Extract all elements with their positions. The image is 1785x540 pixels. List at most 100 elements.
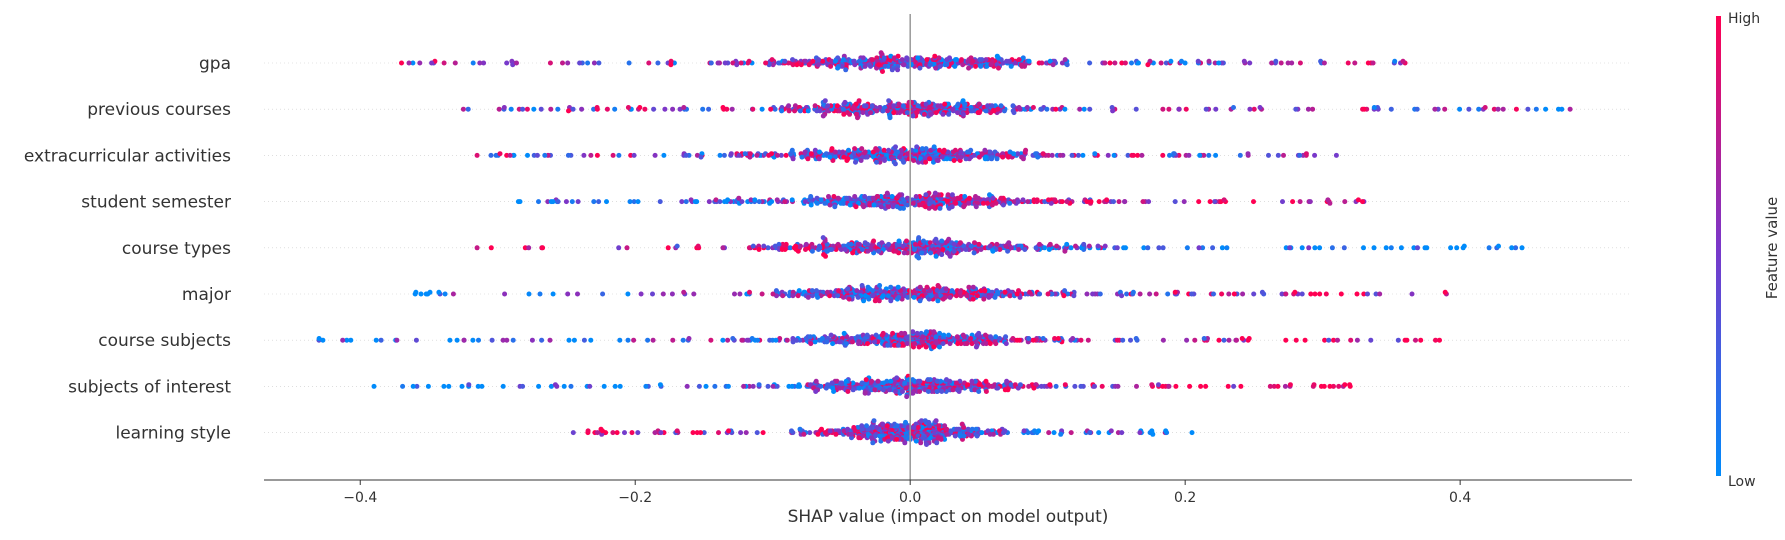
shap-point bbox=[960, 62, 966, 68]
shap-point bbox=[1007, 293, 1013, 299]
shap-point bbox=[734, 62, 740, 68]
shap-point bbox=[1361, 291, 1367, 297]
shap-point bbox=[575, 199, 581, 205]
shap-point bbox=[1327, 383, 1333, 389]
shap-point bbox=[937, 344, 942, 350]
shap-point bbox=[410, 60, 416, 66]
shap-point bbox=[906, 156, 912, 162]
shap-point bbox=[1206, 152, 1212, 158]
shap-point bbox=[944, 62, 950, 68]
shap-point bbox=[1145, 62, 1151, 68]
shap-point bbox=[1040, 151, 1046, 157]
shap-point bbox=[841, 330, 847, 336]
shap-point bbox=[973, 426, 979, 432]
shap-point bbox=[669, 291, 675, 297]
shap-point bbox=[923, 159, 929, 165]
shap-point bbox=[934, 389, 940, 394]
shap-point bbox=[808, 202, 814, 208]
shap-point bbox=[939, 252, 945, 258]
shap-point bbox=[789, 383, 795, 389]
shap-point bbox=[679, 199, 685, 205]
shap-point bbox=[1198, 383, 1204, 389]
shap-point bbox=[446, 383, 452, 389]
shap-point bbox=[774, 197, 780, 203]
shap-point bbox=[911, 158, 917, 163]
shap-point bbox=[1287, 245, 1293, 251]
shap-point bbox=[686, 336, 692, 341]
shap-point bbox=[1033, 245, 1039, 251]
shap-point bbox=[838, 247, 844, 252]
shap-point bbox=[1221, 197, 1227, 203]
shap-point bbox=[983, 378, 989, 384]
shap-point bbox=[823, 151, 829, 157]
shap-point bbox=[610, 152, 616, 158]
shap-point bbox=[903, 385, 909, 391]
shap-point bbox=[1087, 430, 1093, 436]
shap-point bbox=[1062, 106, 1068, 112]
shap-point bbox=[924, 57, 930, 63]
shap-point bbox=[1045, 291, 1051, 297]
shap-point bbox=[1442, 289, 1448, 295]
shap-point bbox=[828, 332, 834, 338]
shap-point bbox=[1206, 58, 1212, 64]
shap-point bbox=[550, 199, 556, 205]
shap-point bbox=[1189, 430, 1195, 436]
shap-point bbox=[969, 378, 975, 384]
shap-point bbox=[1525, 106, 1531, 112]
shap-point bbox=[823, 253, 828, 259]
shap-point bbox=[870, 149, 876, 155]
shap-point bbox=[939, 389, 945, 394]
shap-point bbox=[637, 105, 643, 110]
shap-point bbox=[1160, 245, 1166, 251]
shap-point bbox=[610, 430, 616, 436]
shap-point bbox=[937, 330, 943, 336]
shap-point bbox=[538, 106, 544, 112]
shap-point bbox=[894, 375, 900, 381]
shap-point bbox=[1259, 289, 1265, 295]
shap-point bbox=[931, 344, 937, 350]
shap-point bbox=[461, 337, 467, 343]
shap-point bbox=[917, 65, 923, 71]
shap-point bbox=[561, 383, 567, 389]
shap-point bbox=[840, 294, 846, 300]
shap-point bbox=[1016, 57, 1022, 63]
shap-point bbox=[566, 108, 571, 114]
shap-point bbox=[920, 435, 926, 441]
shap-point bbox=[924, 284, 930, 290]
shap-point bbox=[880, 69, 885, 74]
shap-point bbox=[969, 341, 975, 347]
shap-point bbox=[450, 291, 456, 297]
shap-point bbox=[858, 158, 864, 163]
shap-point bbox=[1026, 336, 1032, 341]
shap-point bbox=[1231, 383, 1237, 389]
shap-point bbox=[746, 58, 752, 64]
shap-point bbox=[882, 63, 888, 69]
shap-point bbox=[1279, 291, 1285, 297]
shap-point bbox=[953, 380, 959, 386]
shap-point bbox=[874, 108, 880, 114]
shap-point bbox=[1136, 60, 1141, 66]
shap-point bbox=[779, 108, 785, 114]
shap-point bbox=[997, 247, 1003, 252]
shap-point bbox=[741, 383, 747, 389]
shap-point bbox=[850, 387, 856, 393]
shap-point bbox=[1078, 383, 1084, 389]
shap-point bbox=[754, 430, 760, 436]
shap-point bbox=[1413, 337, 1418, 343]
shap-point bbox=[1163, 60, 1169, 66]
shap-point bbox=[940, 247, 946, 252]
shap-point bbox=[968, 147, 974, 153]
shap-point bbox=[995, 106, 1001, 112]
shap-point bbox=[812, 103, 818, 109]
shap-point bbox=[968, 336, 974, 341]
shap-point bbox=[560, 60, 565, 66]
shap-point bbox=[928, 250, 934, 256]
shap-point bbox=[413, 337, 419, 343]
shap-point bbox=[840, 149, 846, 155]
shap-point bbox=[1219, 245, 1225, 251]
shap-point bbox=[1331, 383, 1336, 389]
shap-point bbox=[1361, 245, 1366, 251]
shap-point bbox=[983, 57, 989, 63]
shap-point bbox=[925, 377, 931, 383]
shap-point bbox=[1011, 151, 1017, 157]
